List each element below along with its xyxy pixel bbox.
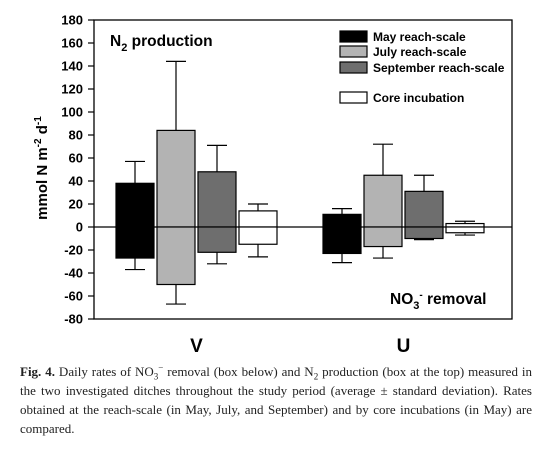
bar-removal bbox=[156, 226, 196, 286]
legend-swatch bbox=[339, 61, 368, 74]
y-tick-label: 100 bbox=[61, 105, 83, 120]
bar-removal bbox=[445, 226, 485, 234]
category-label: U bbox=[397, 336, 411, 357]
legend-swatch bbox=[339, 45, 368, 58]
production-annotation: N2 production bbox=[110, 33, 213, 54]
bar-production bbox=[115, 182, 155, 228]
y-axis-label: mmol N m-2 d-1 bbox=[33, 116, 51, 220]
category-label: V bbox=[190, 336, 203, 357]
legend-swatch bbox=[339, 30, 368, 43]
bar-removal bbox=[363, 226, 403, 248]
bar-production bbox=[404, 190, 444, 228]
axis-layer: -80 -60 -40 -20 0 20 40 60 80 100 120 140 160 180 V U bbox=[61, 13, 513, 357]
removal-annotation: NO3- removal bbox=[390, 290, 486, 312]
bar-removal bbox=[404, 226, 444, 240]
caption-label: Fig. 4. bbox=[20, 364, 55, 379]
bar-production bbox=[238, 210, 278, 228]
y-tick-label: -20 bbox=[64, 243, 83, 258]
figure-caption: Fig. 4. Daily rates of NO3− removal (box… bbox=[20, 362, 532, 436]
y-tick-label: 20 bbox=[69, 197, 83, 212]
legend-swatch bbox=[339, 91, 368, 104]
y-tick-label: 140 bbox=[61, 59, 83, 74]
y-tick-label: 80 bbox=[69, 128, 83, 143]
plot-frame bbox=[93, 19, 513, 320]
bar-removal bbox=[322, 226, 362, 255]
chart: -80 -60 -40 -20 0 20 40 60 80 100 120 140 160 180 V U m… bbox=[33, 13, 513, 357]
bar-removal bbox=[197, 226, 237, 253]
bar-production bbox=[363, 174, 403, 228]
bar-removal bbox=[238, 226, 278, 245]
y-tick-label: 40 bbox=[69, 174, 83, 189]
y-tick-label: -60 bbox=[64, 289, 83, 304]
legend-label: Core incubation bbox=[373, 91, 464, 105]
y-tick-label: -80 bbox=[64, 312, 83, 327]
bar-production bbox=[156, 129, 196, 228]
bars-layer bbox=[115, 60, 485, 305]
bar-production bbox=[197, 171, 237, 228]
y-tick-label: 180 bbox=[61, 13, 83, 28]
y-tick-label: 160 bbox=[61, 36, 83, 51]
bar-removal bbox=[115, 226, 155, 259]
y-tick-label: 60 bbox=[69, 151, 83, 166]
y-tick-label: -40 bbox=[64, 266, 83, 281]
legend-label: September reach-scale bbox=[373, 61, 505, 75]
y-tick-label: 0 bbox=[76, 220, 83, 235]
legend-label: July reach-scale bbox=[373, 45, 467, 59]
legend-label: May reach-scale bbox=[373, 30, 466, 44]
bar-production bbox=[322, 213, 362, 228]
y-tick-label: 120 bbox=[61, 82, 83, 97]
